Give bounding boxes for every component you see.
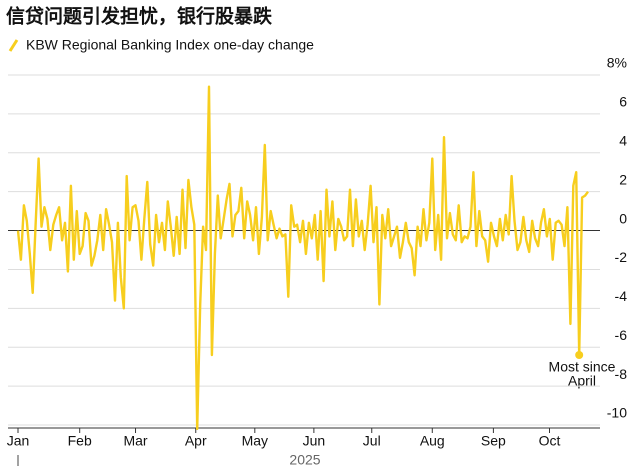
x-tick-label: Jul — [363, 433, 381, 449]
y-tick-label: 4 — [619, 132, 627, 148]
annotation: April — [568, 373, 596, 389]
x-tick-label: Mar — [123, 433, 147, 449]
legend-swatch — [8, 39, 19, 52]
x-tick-label: Apr — [185, 433, 207, 449]
y-tick-label: -4 — [615, 288, 628, 304]
x-tick-label: Oct — [539, 433, 561, 449]
y-tick-label: -8 — [615, 366, 628, 382]
legend-label: KBW Regional Banking Index one-day chang… — [26, 37, 314, 53]
x-tick-label: Feb — [68, 433, 92, 449]
x-tick-label: Sep — [481, 433, 506, 449]
series-line — [16, 85, 589, 431]
annotation: Most since — [549, 359, 616, 375]
x-tick-label: Jun — [303, 433, 326, 449]
y-tick-label: 2 — [619, 171, 627, 187]
y-tick-label: 8% — [607, 55, 627, 71]
x-tick-label: Jan — [7, 433, 30, 449]
y-tick-label: 0 — [619, 210, 627, 226]
x-tick-label: Aug — [420, 433, 445, 449]
x-tick-label: May — [242, 433, 268, 449]
y-tick-label: -6 — [615, 327, 628, 343]
y-tick-label: 6 — [619, 94, 627, 110]
y-tick-label: -10 — [607, 405, 627, 421]
x-axis-label: 2025 — [289, 452, 320, 468]
y-tick-label: -2 — [615, 249, 628, 265]
annotation-dot — [575, 351, 584, 359]
chart-title: 信贷问题引发担忧，银行股暴跌 — [6, 5, 273, 28]
